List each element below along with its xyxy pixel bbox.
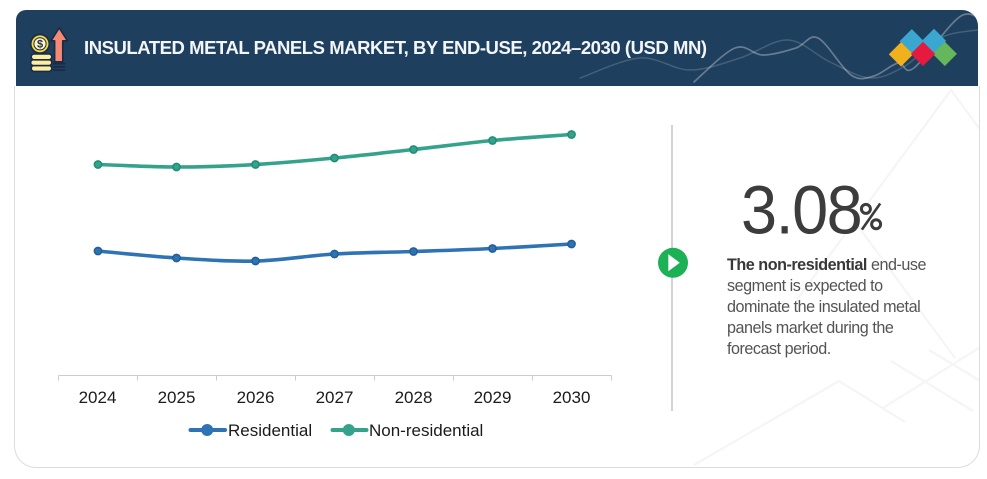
- svg-text:$: $: [37, 39, 43, 51]
- svg-text:3.08: 3.08: [741, 172, 861, 249]
